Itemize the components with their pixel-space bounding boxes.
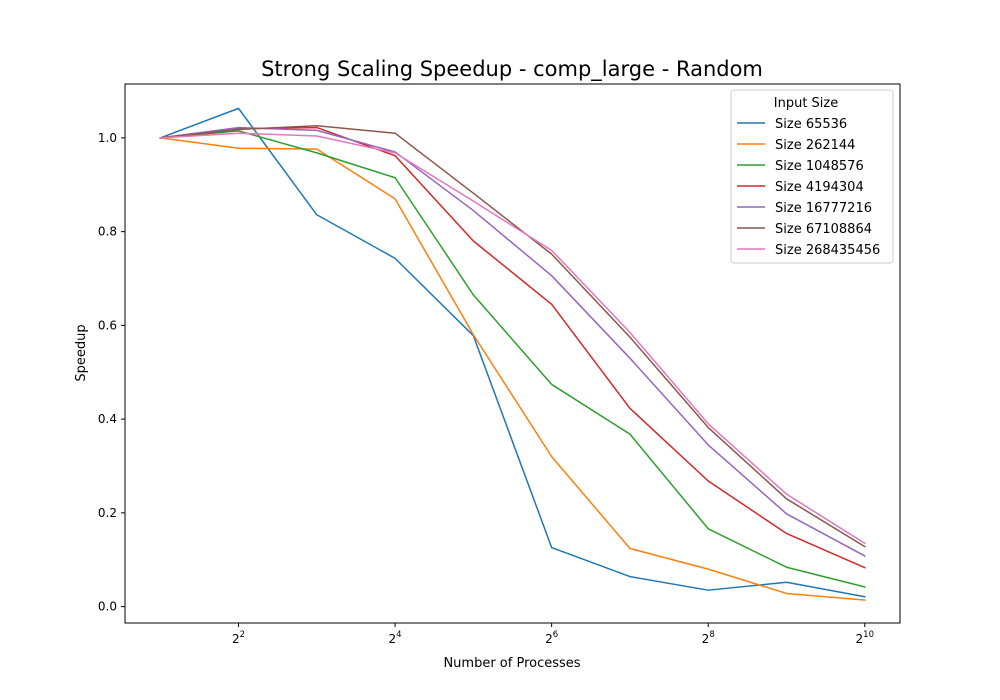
series-line-5 — [159, 126, 866, 557]
y-tick-label: 0.0 — [98, 600, 117, 614]
y-tick-label: 0.8 — [98, 225, 117, 239]
legend: Input Size Size 65536 Size 262144 Size 1048… — [730, 89, 894, 264]
legend-label: Size 67108864 — [775, 222, 872, 237]
series-line-6 — [159, 124, 866, 548]
legend-label: Size 1048576 — [775, 159, 864, 174]
series-line-1 — [159, 107, 866, 598]
y-axis-label: Speedup — [74, 324, 89, 381]
series-line-2 — [159, 137, 866, 601]
legend-label: Size 268435456 — [775, 243, 880, 258]
legend-label: Size 16777216 — [775, 201, 872, 216]
plot-area — [159, 107, 866, 601]
y-tick-label: 1.0 — [98, 131, 117, 145]
x-tick-label: 22 — [232, 630, 245, 646]
x-tick-label: 26 — [545, 630, 558, 646]
x-axis-label: Number of Processes — [443, 656, 580, 671]
x-tick-label: 24 — [389, 630, 402, 646]
legend-label: Size 65536 — [775, 117, 847, 132]
legend-box — [730, 89, 894, 264]
y-tick-label: 0.2 — [98, 506, 117, 520]
y-tick-label: 0.6 — [98, 318, 117, 332]
legend-label: Size 4194304 — [775, 180, 864, 195]
series-line-7 — [159, 132, 866, 545]
legend-label: Size 262144 — [775, 138, 855, 153]
x-axis: 22 24 26 28 210 — [232, 623, 874, 646]
x-tick-label: 210 — [856, 630, 874, 646]
y-axis: 0.0 0.2 0.4 0.6 0.8 1.0 — [98, 131, 125, 614]
y-tick-label: 0.4 — [98, 412, 117, 426]
series-line-3 — [159, 130, 866, 588]
x-tick-label: 28 — [702, 630, 715, 646]
legend-title: Input Size — [774, 96, 838, 111]
chart-title: Strong Scaling Speedup - comp_large - Ra… — [261, 57, 763, 82]
axes-frame — [124, 83, 901, 624]
